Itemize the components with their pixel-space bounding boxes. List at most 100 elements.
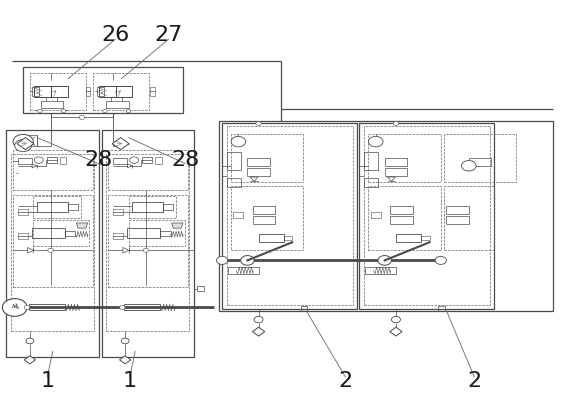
Bar	[364, 178, 378, 187]
Text: 2: 2	[338, 371, 352, 391]
Bar	[86, 87, 90, 96]
Circle shape	[121, 338, 129, 344]
Text: 27: 27	[155, 25, 183, 45]
Bar	[124, 304, 161, 310]
Bar	[17, 209, 28, 215]
Bar	[230, 134, 303, 182]
Circle shape	[61, 109, 66, 113]
Bar	[127, 228, 161, 238]
Bar	[142, 157, 152, 163]
Bar	[385, 168, 407, 176]
Bar	[446, 216, 469, 224]
Bar	[151, 87, 155, 96]
Bar	[391, 206, 413, 214]
Bar	[17, 135, 37, 146]
Bar	[446, 206, 469, 214]
Text: 28: 28	[171, 150, 200, 170]
Bar	[30, 73, 86, 110]
Bar	[421, 236, 429, 240]
Bar	[247, 158, 270, 166]
Bar	[364, 152, 378, 170]
Circle shape	[256, 122, 261, 126]
Bar	[65, 231, 75, 236]
Bar	[226, 126, 353, 305]
Bar	[129, 220, 184, 246]
Bar	[438, 306, 445, 311]
Bar	[108, 195, 188, 286]
Circle shape	[24, 305, 30, 309]
Bar	[47, 157, 57, 163]
Bar	[13, 149, 93, 190]
Bar	[34, 86, 51, 97]
Circle shape	[143, 248, 149, 252]
Bar	[37, 202, 68, 212]
Bar	[106, 154, 189, 331]
Bar	[6, 130, 99, 357]
Bar	[253, 216, 275, 224]
Bar	[33, 220, 89, 246]
Text: M: M	[12, 304, 17, 309]
Bar	[93, 73, 149, 110]
Bar	[371, 213, 381, 218]
Bar	[197, 286, 203, 290]
Bar	[13, 195, 93, 286]
Circle shape	[34, 157, 43, 163]
Bar	[31, 228, 65, 238]
Polygon shape	[76, 223, 88, 228]
Bar	[247, 168, 270, 176]
Circle shape	[254, 316, 263, 323]
Bar	[469, 158, 491, 166]
Circle shape	[38, 109, 42, 113]
Circle shape	[15, 140, 31, 152]
Bar	[32, 87, 39, 96]
Bar	[116, 86, 133, 97]
Circle shape	[13, 135, 33, 149]
Circle shape	[103, 109, 107, 113]
Bar	[33, 196, 81, 218]
Polygon shape	[28, 248, 34, 253]
Bar	[226, 178, 241, 187]
Circle shape	[120, 305, 125, 309]
Circle shape	[369, 137, 383, 147]
Circle shape	[130, 157, 139, 163]
Bar	[385, 158, 407, 166]
Bar	[133, 202, 164, 212]
Bar	[164, 204, 173, 210]
Circle shape	[2, 299, 27, 316]
Circle shape	[241, 256, 254, 265]
Circle shape	[435, 257, 446, 264]
Bar	[396, 234, 421, 242]
Bar	[222, 124, 357, 309]
Bar	[113, 158, 127, 164]
Bar	[106, 101, 129, 108]
Bar	[360, 124, 494, 309]
Bar	[97, 87, 104, 96]
Bar	[364, 126, 490, 305]
Bar	[253, 206, 275, 214]
Polygon shape	[32, 164, 37, 168]
Circle shape	[216, 257, 228, 264]
Bar	[443, 134, 516, 182]
Bar	[41, 101, 64, 108]
Polygon shape	[120, 356, 131, 364]
Bar	[219, 122, 553, 311]
Polygon shape	[112, 138, 129, 149]
Bar	[17, 234, 28, 239]
Polygon shape	[250, 177, 258, 181]
Bar	[368, 134, 441, 182]
Bar	[259, 234, 284, 242]
Text: 1: 1	[40, 371, 55, 391]
Bar	[113, 234, 123, 239]
Bar	[113, 209, 123, 215]
Text: 28: 28	[85, 150, 113, 170]
Bar	[68, 204, 78, 210]
Circle shape	[392, 316, 400, 323]
Bar	[230, 186, 303, 250]
Text: 26: 26	[102, 25, 130, 45]
Bar	[60, 157, 66, 164]
Circle shape	[126, 109, 131, 113]
Bar	[11, 154, 94, 331]
Bar	[233, 213, 243, 218]
Bar	[228, 267, 259, 274]
Bar	[365, 267, 396, 274]
